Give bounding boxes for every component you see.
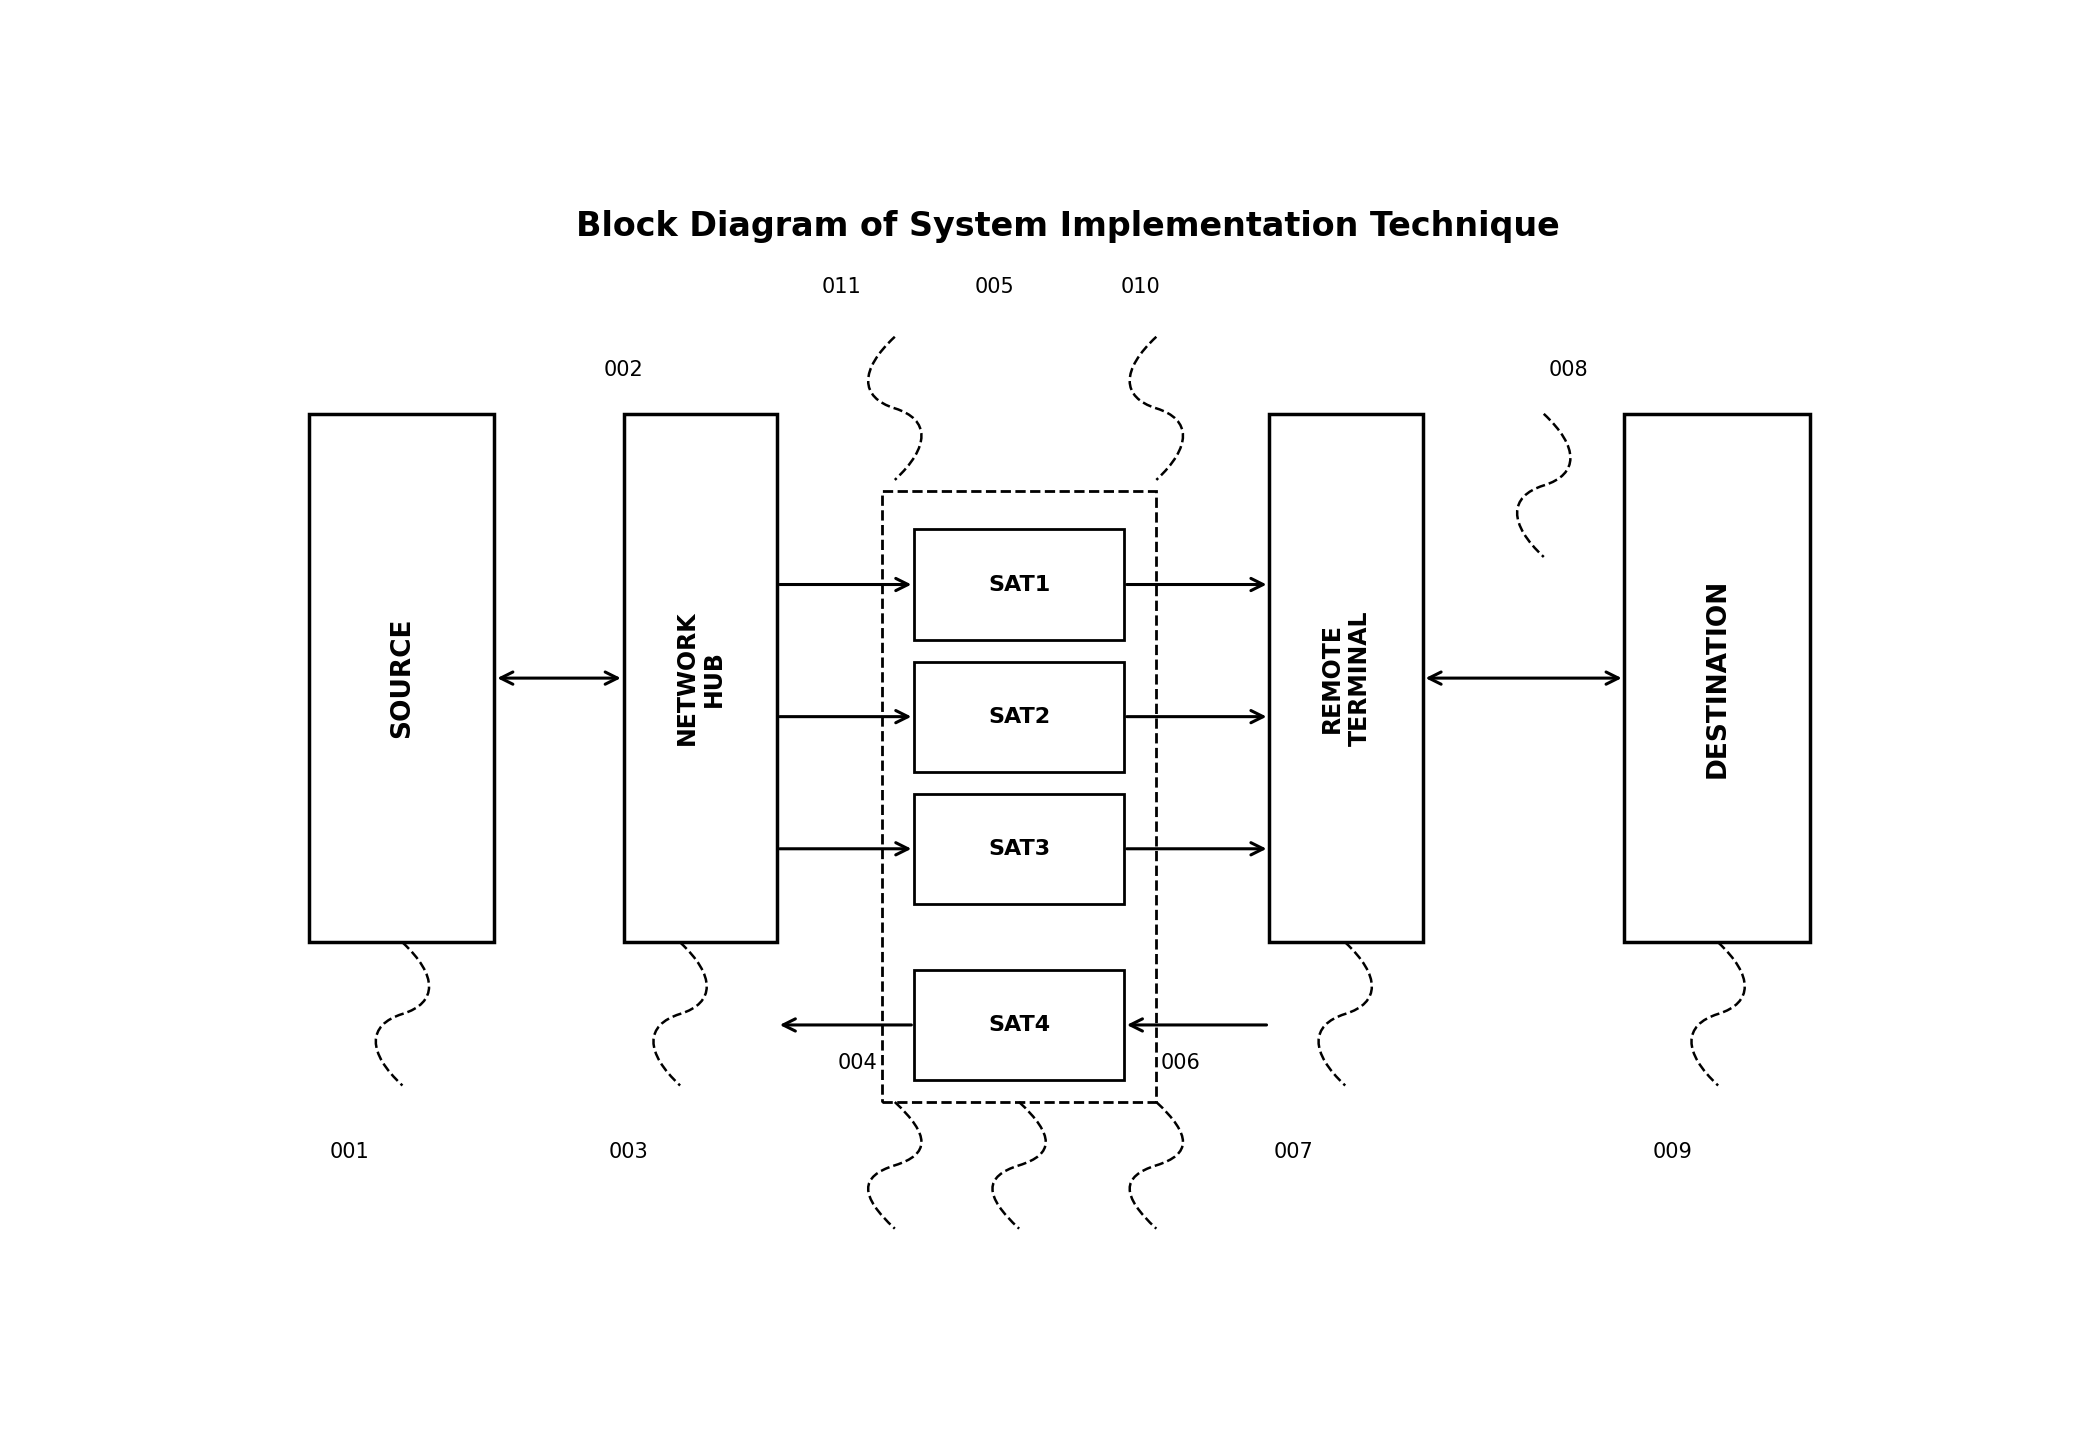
FancyBboxPatch shape	[914, 794, 1125, 904]
Text: SAT3: SAT3	[987, 839, 1050, 859]
Text: 002: 002	[604, 360, 644, 380]
Text: Block Diagram of System Implementation Technique: Block Diagram of System Implementation T…	[575, 210, 1560, 243]
Text: REMOTE
TERMINAL: REMOTE TERMINAL	[1321, 611, 1373, 746]
Text: 009: 009	[1654, 1141, 1693, 1161]
Text: 006: 006	[1160, 1054, 1200, 1074]
FancyBboxPatch shape	[308, 413, 494, 942]
Text: 007: 007	[1273, 1141, 1314, 1161]
Text: 011: 011	[821, 277, 862, 297]
Text: 008: 008	[1548, 360, 1587, 380]
Text: SAT2: SAT2	[987, 706, 1050, 726]
FancyBboxPatch shape	[1269, 413, 1423, 942]
Text: 003: 003	[608, 1141, 648, 1161]
Text: SOURCE: SOURCE	[390, 618, 415, 738]
FancyBboxPatch shape	[914, 529, 1125, 639]
Text: NETWORK
HUB: NETWORK HUB	[675, 611, 727, 745]
Text: 001: 001	[329, 1141, 369, 1161]
FancyBboxPatch shape	[914, 662, 1125, 772]
FancyBboxPatch shape	[1625, 413, 1810, 942]
Text: SAT1: SAT1	[987, 575, 1050, 595]
Text: 010: 010	[1121, 277, 1160, 297]
Text: SAT4: SAT4	[987, 1015, 1050, 1035]
FancyBboxPatch shape	[623, 413, 777, 942]
Text: DESTINATION: DESTINATION	[1704, 579, 1731, 778]
FancyBboxPatch shape	[914, 970, 1125, 1080]
Text: 005: 005	[975, 277, 1014, 297]
Text: 004: 004	[837, 1054, 877, 1074]
